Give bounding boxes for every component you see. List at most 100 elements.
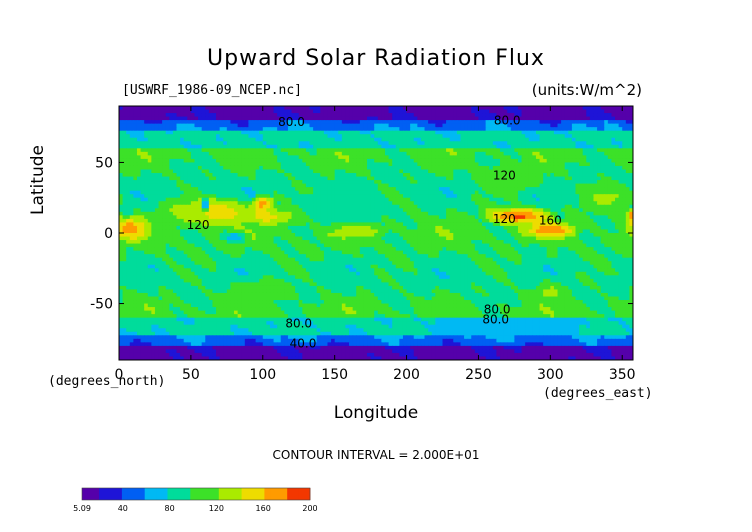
heatmap-cell [510,109,515,114]
heatmap-cell [633,219,637,223]
heatmap-cell [514,190,519,195]
heatmap-cell [611,173,616,178]
heatmap-cell [284,151,289,156]
heatmap-cell [234,190,239,195]
heatmap-cell [453,109,458,114]
heatmap-cell [165,148,170,153]
heatmap-cell [129,141,134,146]
heatmap-cell [392,116,397,121]
heatmap-cell [198,113,203,118]
heatmap-cell [582,173,587,178]
heatmap-cell [471,204,476,209]
heatmap-cell [313,183,318,188]
heatmap-cell [190,116,196,121]
heatmap-cell [482,123,487,128]
heatmap-cell [341,215,347,220]
heatmap-cell [255,208,260,213]
heatmap-cell [295,151,300,156]
heatmap-cell [176,141,181,146]
heatmap-cell [586,137,591,142]
heatmap-cell [395,197,400,202]
heatmap-cell [446,208,451,213]
heatmap-cell [492,127,498,132]
heatmap-cell [597,116,602,121]
heatmap-cell [183,225,188,231]
heatmap-cell [446,215,451,220]
heatmap-cell [438,109,444,114]
heatmap-cell [384,208,390,213]
heatmap-cell [535,222,541,227]
heatmap-cell [442,225,447,231]
heatmap-cell [230,169,235,174]
heatmap-cell [492,204,498,209]
heatmap-cell [474,215,480,220]
heatmap-cell [428,194,433,199]
heatmap-cell [133,211,138,216]
heatmap-cell [467,144,472,149]
heatmap-cell [464,113,469,118]
heatmap-cell [593,134,598,139]
heatmap-cell [402,225,408,231]
heatmap-cell [284,162,289,167]
heatmap-cell [557,116,562,121]
heatmap-cell [471,201,476,206]
heatmap-cell [546,137,551,142]
heatmap-cell [550,165,555,171]
heatmap-cell [395,215,400,220]
heatmap-cell [133,225,138,231]
heatmap-cell [395,155,400,160]
heatmap-cell [367,134,372,139]
heatmap-cell [255,162,260,167]
heatmap-cell [341,116,347,121]
heatmap-cell [435,127,440,132]
heatmap-cell [309,180,314,185]
heatmap-cell [402,144,408,149]
heatmap-cell [467,176,472,181]
heatmap-cell [535,169,541,174]
heatmap-cell [122,144,127,149]
heatmap-cell [388,151,393,156]
heatmap-cell [535,120,541,125]
heatmap-cell [474,120,480,125]
heatmap-cell [273,173,278,178]
heatmap-cell [424,120,429,125]
heatmap-cell [223,113,228,118]
heatmap-cell [571,120,577,125]
heatmap-cell [223,120,228,125]
heatmap-cell [539,194,544,199]
heatmap-cell [277,113,282,118]
heatmap-cell [194,183,199,188]
heatmap-cell [456,169,462,174]
heatmap-cell [172,109,178,114]
heatmap-cell [349,148,354,153]
heatmap-cell [298,116,303,121]
heatmap-cell [384,211,390,216]
heatmap-cell [212,162,217,167]
heatmap-cell [467,204,472,209]
heatmap-cell [435,130,440,135]
heatmap-cell [496,197,501,202]
heatmap-cell [564,218,569,224]
heatmap-cell [269,162,275,167]
heatmap-cell [176,123,181,128]
heatmap-cell [564,197,569,202]
heatmap-cell [438,148,444,153]
heatmap-cell [557,173,562,178]
heatmap-cell [557,197,562,202]
heatmap-cell [144,173,149,178]
heatmap-cell [453,169,458,174]
heatmap-cell [284,215,289,220]
heatmap-cell [316,148,321,153]
heatmap-cell [449,109,454,114]
heatmap-cell [208,218,214,224]
heatmap-cell [564,120,569,125]
heatmap-cell [237,201,242,206]
heatmap-cell [510,222,515,227]
heatmap-cell [223,187,228,192]
heatmap-cell [395,141,400,146]
heatmap-cell [158,187,163,192]
heatmap-cell [593,165,598,171]
heatmap-cell [273,190,278,195]
heatmap-cell [359,215,365,220]
heatmap-cell [144,116,149,121]
